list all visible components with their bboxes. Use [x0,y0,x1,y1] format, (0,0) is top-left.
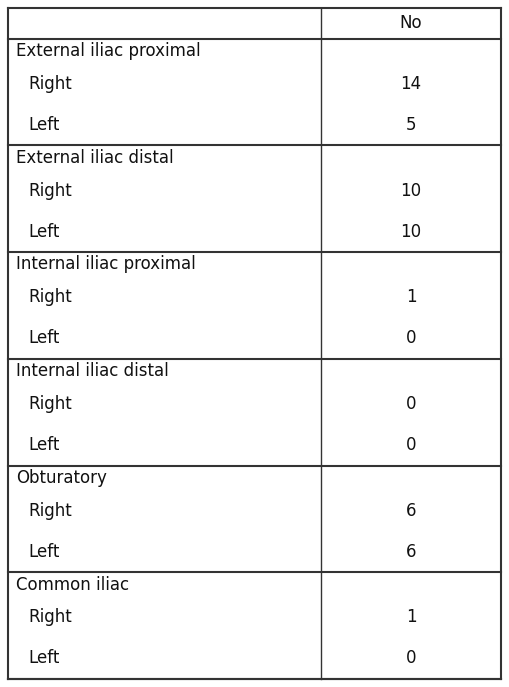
Text: No: No [400,14,422,32]
Text: Common iliac: Common iliac [16,576,129,594]
Text: Right: Right [28,502,72,520]
Text: Right: Right [28,181,72,200]
Text: 10: 10 [401,181,421,200]
Text: Right: Right [28,395,72,413]
Text: Left: Left [28,329,60,348]
Text: 5: 5 [406,116,416,134]
Text: 0: 0 [406,436,416,454]
Text: Left: Left [28,543,60,561]
Text: 0: 0 [406,649,416,668]
Text: Left: Left [28,649,60,668]
Text: Right: Right [28,75,72,93]
Text: 14: 14 [401,75,421,93]
Text: Right: Right [28,289,72,306]
Text: 0: 0 [406,329,416,348]
Text: Internal iliac proximal: Internal iliac proximal [16,256,196,273]
Text: Left: Left [28,436,60,454]
Text: 0: 0 [406,395,416,413]
Text: 10: 10 [401,223,421,240]
Text: External iliac distal: External iliac distal [16,149,174,167]
Text: 1: 1 [406,609,416,627]
Text: Internal iliac distal: Internal iliac distal [16,362,169,380]
Text: Obturatory: Obturatory [16,469,107,487]
Text: Left: Left [28,223,60,240]
Text: 6: 6 [406,543,416,561]
Text: External iliac proximal: External iliac proximal [16,42,201,60]
Text: 6: 6 [406,502,416,520]
Text: Left: Left [28,116,60,134]
Text: Right: Right [28,609,72,627]
Text: 1: 1 [406,289,416,306]
